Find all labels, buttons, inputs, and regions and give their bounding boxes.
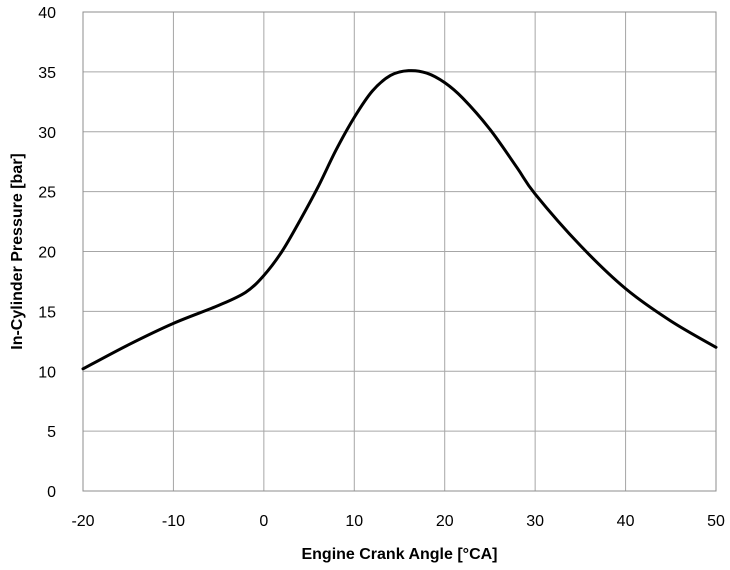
y-tick-label: 30 [38, 125, 56, 142]
x-tick-label: 30 [526, 513, 544, 530]
pressure-curve [81, 69, 718, 371]
x-tick-label: 0 [259, 513, 268, 530]
x-tick-label: 10 [345, 513, 363, 530]
y-axis-ticks: 0 5 10 15 20 25 30 35 40 [38, 5, 56, 501]
x-axis-ticks: -20 -10 0 10 20 30 40 50 [71, 513, 725, 530]
y-tick-label: 5 [47, 424, 56, 441]
x-tick-label: 20 [436, 513, 454, 530]
x-tick-label: 50 [707, 513, 725, 530]
x-tick-label: -20 [71, 513, 94, 530]
plot-area [82, 11, 717, 492]
x-tick-label: -10 [162, 513, 185, 530]
y-tick-label: 10 [38, 364, 56, 381]
series-layer [81, 69, 718, 371]
x-axis-title: Engine Crank Angle [°CA] [301, 546, 497, 563]
y-tick-label: 25 [38, 185, 56, 202]
y-tick-label: 35 [38, 65, 56, 82]
y-tick-label: 15 [38, 304, 56, 321]
y-axis-title: In-Cylinder Pressure [bar] [9, 153, 26, 350]
y-tick-label: 0 [47, 484, 56, 501]
y-tick-label: 40 [38, 5, 56, 22]
y-tick-label: 20 [38, 245, 56, 262]
x-tick-label: 40 [617, 513, 635, 530]
grid [82, 11, 717, 492]
